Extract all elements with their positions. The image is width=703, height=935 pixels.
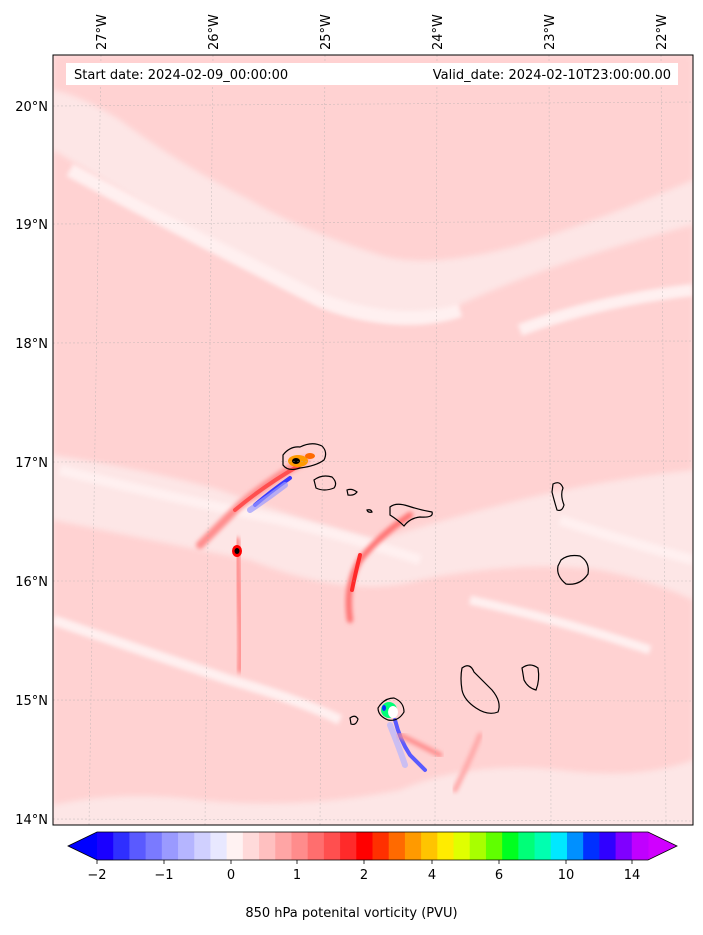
colorbar-max-extend — [648, 832, 677, 860]
island-raso — [366, 509, 373, 513]
colorbar-cell — [453, 832, 471, 860]
lat-label: 20°N — [15, 100, 48, 115]
colorbar-cell — [178, 832, 195, 860]
header-box — [66, 63, 678, 85]
lat-label: 16°N — [15, 575, 48, 590]
colorbar-tick-label: 2 — [360, 868, 368, 883]
colorbar-cell — [356, 832, 373, 860]
colorbar-cell — [437, 832, 455, 860]
colorbar-cell — [502, 832, 519, 860]
valid-date-label: Valid_date: 2024-02-10T23:00:00.00 — [433, 68, 671, 83]
colorbar-ticks — [96, 860, 633, 864]
lat-label: 18°N — [15, 337, 48, 352]
island-boa-vista — [557, 554, 589, 585]
lon-label: 27°W — [95, 14, 110, 50]
start-date-label: Start date: 2024-02-09_00:00:00 — [74, 68, 288, 83]
colorbar-tick-label: 0 — [227, 868, 235, 883]
colorbar-cell — [372, 832, 390, 860]
island-maio — [521, 664, 540, 691]
colorbar-cell — [534, 832, 552, 860]
colorbar-cell — [210, 832, 228, 860]
colorbar-cell — [242, 832, 260, 860]
colorbar-cell — [566, 832, 584, 860]
island-sao-vicente — [313, 475, 337, 491]
colorbar-tick-label: 10 — [558, 868, 575, 883]
island-sao-nicolau — [389, 503, 433, 527]
lon-label: 22°W — [655, 14, 670, 50]
colorbar-cell — [388, 832, 406, 860]
island-fogo — [377, 697, 405, 721]
longitude-labels: 27°W 26°W 25°W 24°W 23°W 22°W — [95, 14, 670, 50]
colorbar-cell — [421, 832, 438, 860]
island-sal — [551, 482, 565, 512]
map-area: Start date: 2024-02-09_00:00:00 Valid_da… — [53, 55, 693, 825]
colorbar-tick-label: 1 — [293, 868, 301, 883]
colorbar-cell — [340, 832, 357, 860]
lat-label: 17°N — [15, 456, 48, 471]
colorbar-cell — [113, 832, 130, 860]
pv-filaments — [196, 453, 483, 793]
colorbar-cell — [194, 832, 211, 860]
colorbar-cell — [291, 832, 309, 860]
colorbar-cell — [469, 832, 487, 860]
island-santa-luzia — [346, 488, 358, 496]
colorbar-title: 850 hPa potenital vorticity (PVU) — [245, 906, 458, 921]
colorbar-cell — [550, 832, 568, 860]
colorbar-cell — [275, 832, 292, 860]
island-brava — [349, 715, 359, 726]
lon-label: 23°W — [543, 14, 558, 50]
coastlines — [282, 443, 589, 726]
pv-region-south — [53, 520, 693, 805]
pv-region-north — [53, 55, 693, 261]
colorbar-cell — [145, 832, 163, 860]
pv-field-light — [53, 163, 693, 725]
colorbar-min-extend — [68, 832, 97, 860]
colorbar-cell — [259, 832, 276, 860]
colorbar-cell — [307, 832, 325, 860]
lat-label: 15°N — [15, 694, 48, 709]
colorbar-cell — [599, 832, 617, 860]
lon-label: 26°W — [207, 14, 222, 50]
colorbar-cell — [615, 832, 633, 860]
island-santo-antao — [282, 443, 327, 471]
colorbar-tick-label: −2 — [87, 868, 106, 883]
latitude-labels: 20°N 19°N 18°N 17°N 16°N 15°N 14°N — [15, 100, 48, 828]
colorbar-cell — [631, 832, 649, 860]
colorbar-cell — [161, 832, 179, 860]
colorbar-cell — [323, 832, 341, 860]
map-frame — [52, 54, 694, 826]
colorbar-cell — [518, 832, 536, 860]
lon-label: 25°W — [319, 14, 334, 50]
colorbar-cell — [129, 832, 147, 860]
colorbar-cell — [97, 832, 114, 860]
colorbar-cell — [583, 832, 600, 860]
colorbar-tick-label: 6 — [495, 868, 503, 883]
colorbar: −2 −1 0 1 2 4 6 10 14 — [67, 831, 678, 883]
colorbar-tick-label: −1 — [154, 868, 173, 883]
colorbar-cell — [404, 832, 422, 860]
graticule — [53, 55, 693, 825]
colorbar-cell — [226, 832, 244, 860]
lon-label: 24°W — [431, 14, 446, 50]
colorbar-cell — [485, 832, 503, 860]
colorbar-tick-label: 4 — [428, 868, 436, 883]
lat-label: 19°N — [15, 218, 48, 233]
island-santiago — [460, 665, 500, 714]
lat-label: 14°N — [15, 813, 48, 828]
colorbar-tick-label: 14 — [624, 868, 641, 883]
colorbar-cells — [97, 832, 649, 860]
